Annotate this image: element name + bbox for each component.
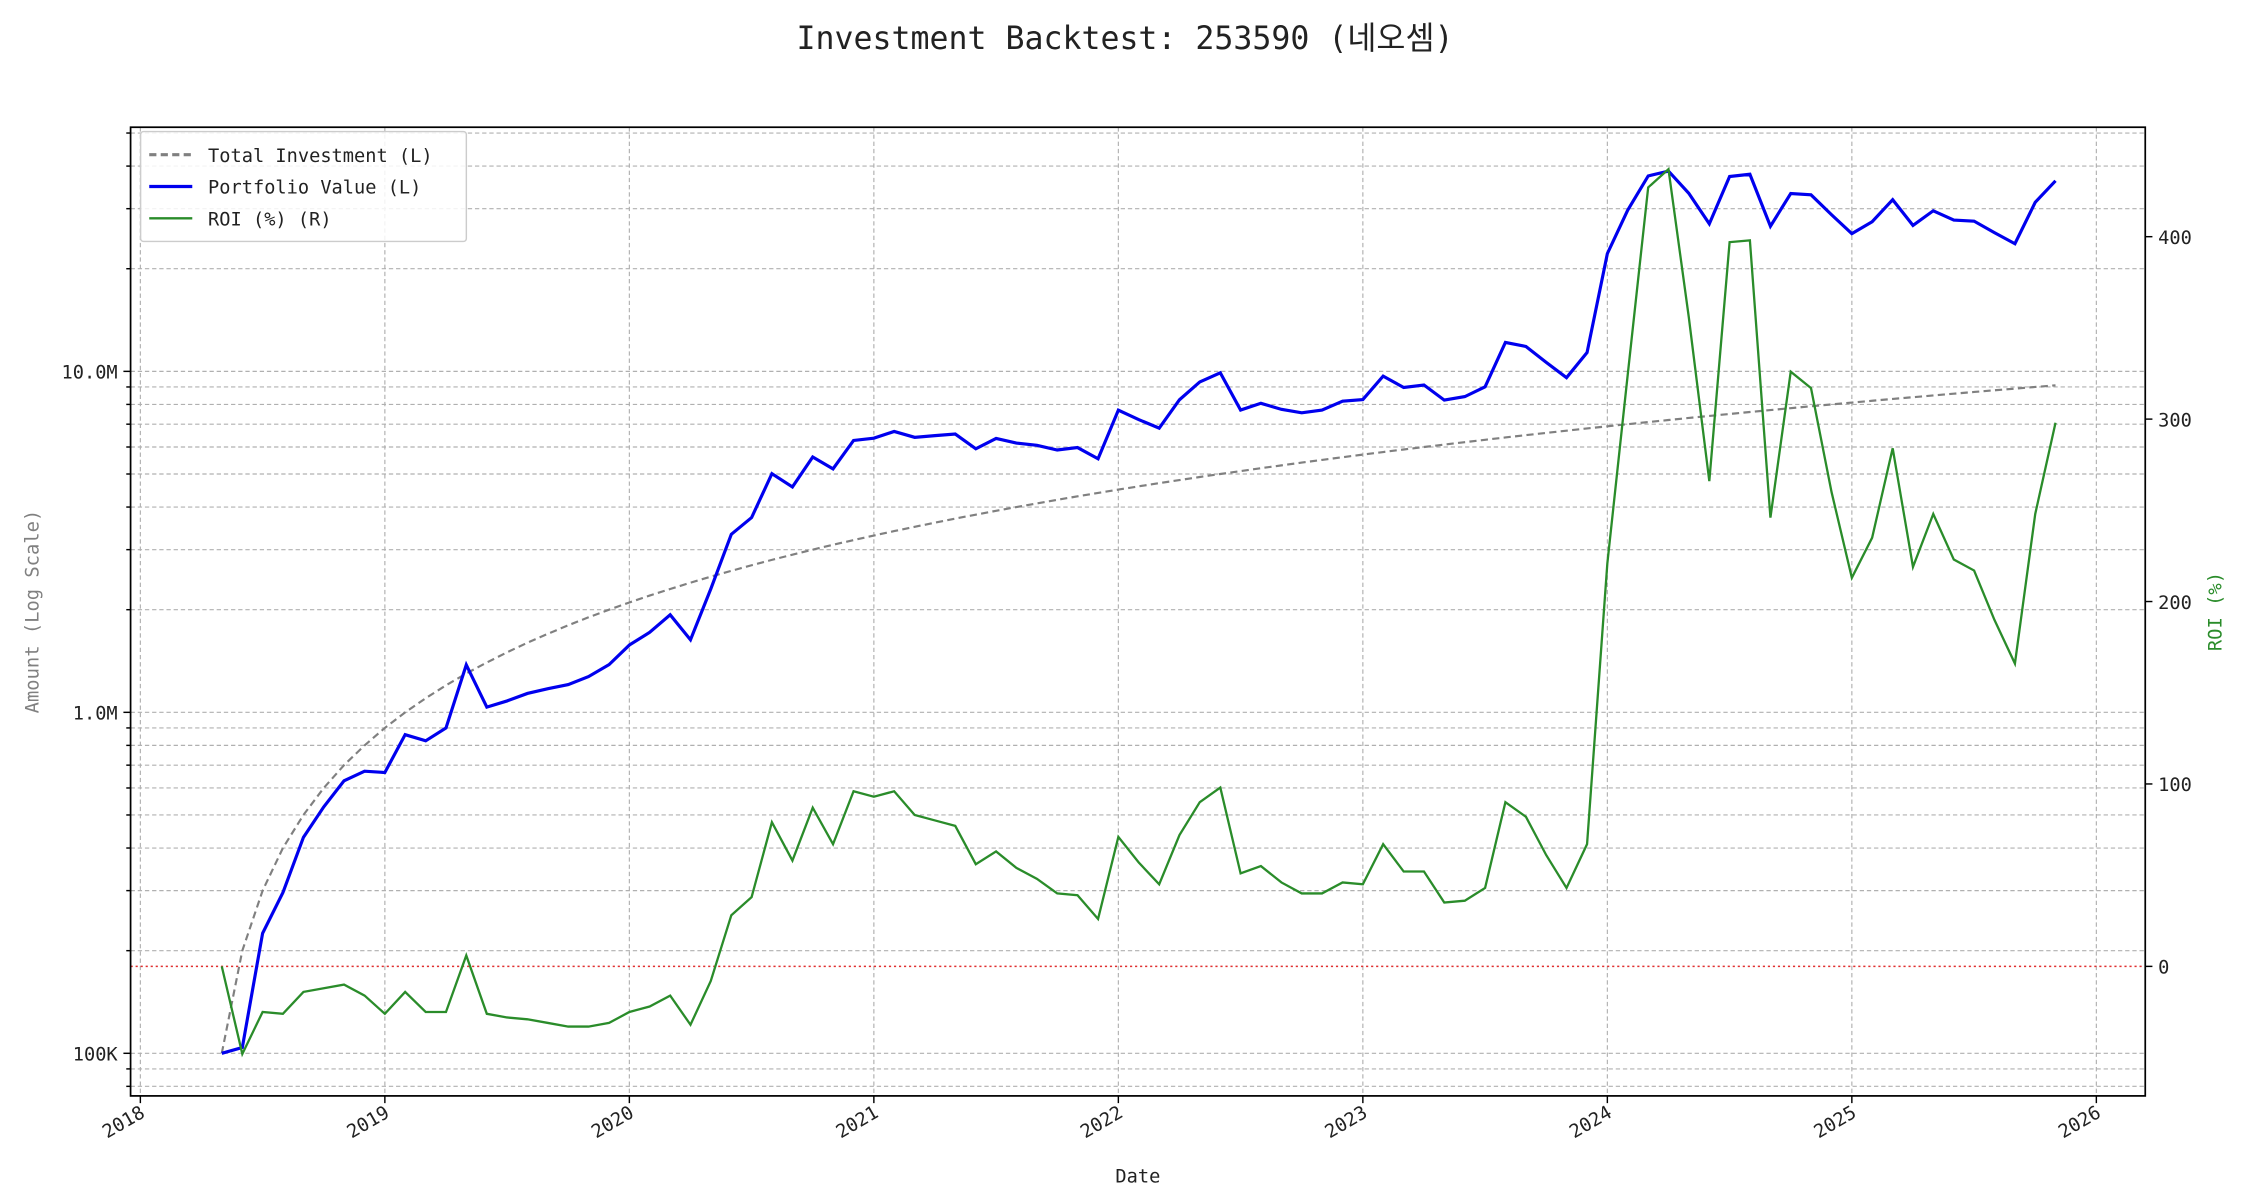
x-tick-label: 2026 (2055, 1102, 2104, 1143)
series-line (220, 166, 2057, 1058)
y2-tick-label: 300 (2158, 410, 2192, 431)
x-tick-label: 2023 (1322, 1102, 1371, 1143)
y-tick-label: 10.0M (62, 363, 118, 384)
x-tick-label: 2018 (99, 1102, 148, 1143)
legend-label: Total Investment (L) (208, 146, 433, 167)
legend-label: ROI (%) (R) (208, 209, 332, 230)
x-tick-label: 2025 (1811, 1102, 1860, 1143)
x-tick-label: 2021 (833, 1102, 882, 1143)
legend-box (139, 130, 468, 243)
y2-tick-label: 100 (2158, 775, 2192, 796)
legend-label: Portfolio Value (L) (208, 178, 421, 199)
series-line (221, 169, 2057, 1055)
x-tick-label: 2022 (1077, 1102, 1126, 1143)
x-tick-label: 2024 (1566, 1102, 1615, 1143)
x-tick-label: 2020 (588, 1102, 637, 1143)
y-tick-label: 1.0M (73, 704, 118, 725)
x-axis-label: Date (1115, 1167, 1160, 1188)
y2-axis-label: ROI (%) (2205, 572, 2226, 651)
plot-frame (129, 126, 2147, 1097)
y2-tick-label: 200 (2158, 593, 2192, 614)
y2-tick-label: 400 (2158, 228, 2192, 249)
y-tick-label: 100K (73, 1044, 119, 1065)
chart-title: Investment Backtest: 253590 (네오셈) (797, 21, 1454, 57)
x-tick-label: 2019 (344, 1102, 393, 1143)
y-axis-label: Amount (Log Scale) (23, 510, 44, 714)
series-line (220, 384, 2056, 1054)
y2-tick-label: 0 (2158, 958, 2169, 979)
